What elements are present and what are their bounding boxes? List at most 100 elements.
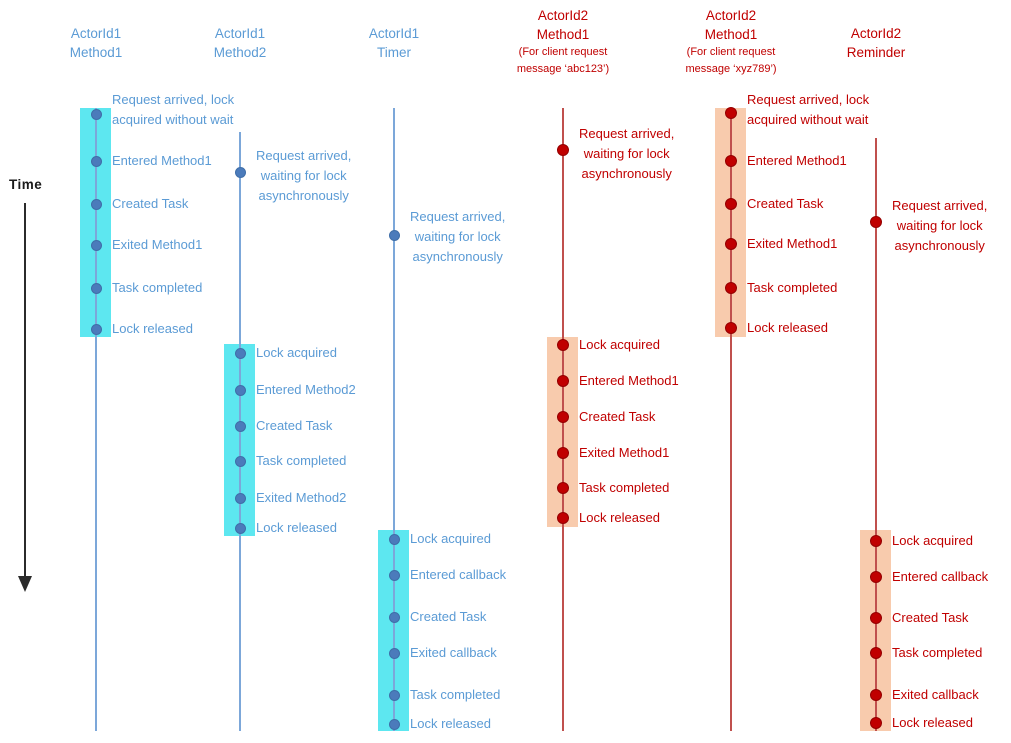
event-label-line: waiting for lock xyxy=(583,146,670,161)
event-dot xyxy=(90,282,102,294)
event-dot xyxy=(388,689,400,701)
time-arrow-head-icon xyxy=(18,576,32,592)
lane-header-actorid2-method1-xyz789: ActorId2 Method1 (For client request messag… xyxy=(685,6,776,78)
event-label-line: Entered Method1 xyxy=(747,153,847,168)
event-label-line: Entered Method1 xyxy=(579,373,679,388)
event-dot xyxy=(870,612,882,624)
event-label: Lock released xyxy=(579,508,660,528)
event-dot xyxy=(234,347,246,359)
event-dot xyxy=(870,689,882,701)
event-label-line: Created Task xyxy=(892,610,969,625)
event-dot xyxy=(557,411,569,423)
event-label-line: asynchronously xyxy=(258,188,349,203)
lane-title-line: ActorId1 xyxy=(70,26,122,41)
event-label: Request arrived, waiting for lock asynchro… xyxy=(892,196,987,256)
event-label: Request arrived, waiting for lock asynchro… xyxy=(256,146,351,206)
event-label-line: Request arrived, lock xyxy=(112,92,235,107)
event-label-line: Created Task xyxy=(579,409,656,424)
event-dot xyxy=(388,718,400,730)
event-dot xyxy=(725,155,737,167)
event-dot xyxy=(725,322,737,334)
event-label: Task completed xyxy=(112,278,202,298)
event-label-line: Request arrived, xyxy=(579,126,675,141)
event-dot xyxy=(90,108,102,120)
event-dot xyxy=(388,533,400,545)
lane-header-actorid2-reminder: ActorId2 Reminder xyxy=(847,24,906,62)
event-label-line: Task completed xyxy=(410,687,501,702)
event-dot xyxy=(870,571,882,583)
event-label-line: Lock released xyxy=(747,320,828,335)
event-label-line: Entered callback xyxy=(892,569,989,584)
event-label-line: Created Task xyxy=(747,196,824,211)
event-label-line: Exited Method2 xyxy=(256,490,347,505)
event-dot xyxy=(557,447,569,459)
event-dot xyxy=(725,198,737,210)
event-label: Task completed xyxy=(256,451,346,471)
event-label-line: Created Task xyxy=(410,609,487,624)
event-label-line: Lock released xyxy=(892,715,973,730)
lane-lifeline-actorid1-timer xyxy=(393,108,395,731)
event-dot xyxy=(90,198,102,210)
event-dot xyxy=(234,420,246,432)
event-label-line: Exited callback xyxy=(410,645,497,660)
event-label: Task completed xyxy=(410,685,500,705)
event-label-line: Lock released xyxy=(256,520,337,535)
event-dot xyxy=(388,229,400,241)
lane-lifeline-actorid1-method1 xyxy=(95,108,97,731)
event-label-line: Lock released xyxy=(410,716,491,731)
event-dot xyxy=(725,238,737,250)
lane-title-line: ActorId2 xyxy=(705,8,757,23)
lane-title-line: ActorId1 xyxy=(368,26,420,41)
time-axis-label: Time xyxy=(9,177,43,192)
lane-header-actorid2-method1-abc123: ActorId2 Method1 (For client request messag… xyxy=(517,6,609,78)
event-label: Request arrived, waiting for lock asynchro… xyxy=(410,207,505,267)
event-dot xyxy=(557,512,569,524)
event-label-line: Task completed xyxy=(256,453,347,468)
event-label-line: Task completed xyxy=(747,280,838,295)
event-dot xyxy=(90,323,102,335)
event-dot xyxy=(870,216,882,228)
event-label-line: Task completed xyxy=(892,645,983,660)
event-label-line: Request arrived, xyxy=(256,148,352,163)
event-label: Lock released xyxy=(112,319,193,339)
event-dot xyxy=(870,647,882,659)
event-label-line: Task completed xyxy=(112,280,203,295)
event-dot xyxy=(90,239,102,251)
event-label-line: acquired without wait xyxy=(112,112,234,127)
event-label-line: waiting for lock xyxy=(260,168,347,183)
event-dot xyxy=(90,155,102,167)
event-dot xyxy=(234,455,246,467)
event-label-line: Lock acquired xyxy=(892,533,973,548)
event-label: Request arrived, lock acquired without wa… xyxy=(112,90,234,130)
event-dot xyxy=(388,647,400,659)
event-label: Exited callback xyxy=(410,643,497,663)
event-label: Lock acquired xyxy=(579,335,660,355)
event-label: Entered callback xyxy=(410,565,506,585)
event-label: Request arrived, lock acquired without wa… xyxy=(747,90,869,130)
event-label: Exited Method1 xyxy=(747,234,837,254)
event-label-line: Task completed xyxy=(579,480,670,495)
lane-header-actorid1-timer: ActorId1 Timer xyxy=(369,24,419,62)
lane-lifeline-actorid2-reminder xyxy=(875,138,877,731)
event-label-line: Lock released xyxy=(579,510,660,525)
event-label: Entered callback xyxy=(892,567,988,587)
event-label: Created Task xyxy=(892,608,968,628)
event-label-line: Request arrived, xyxy=(892,198,988,213)
event-label-line: Lock acquired xyxy=(256,345,337,360)
event-label: Lock released xyxy=(410,714,491,734)
event-label: Task completed xyxy=(747,278,837,298)
event-label-line: acquired without wait xyxy=(747,112,869,127)
event-label-line: Entered Method2 xyxy=(256,382,356,397)
event-label: Exited Method1 xyxy=(112,235,202,255)
event-label-line: Entered Method1 xyxy=(112,153,212,168)
event-label-line: waiting for lock xyxy=(896,218,983,233)
lane-lifeline-actorid1-method2 xyxy=(239,132,241,731)
event-dot xyxy=(725,107,737,119)
lane-title-line: Method1 xyxy=(704,27,758,42)
lane-title-line: Method1 xyxy=(536,27,590,42)
event-dot xyxy=(557,144,569,156)
lane-title-line: Method2 xyxy=(213,45,267,60)
event-label-line: Created Task xyxy=(112,196,189,211)
lane-title-line: ActorId1 xyxy=(214,26,266,41)
